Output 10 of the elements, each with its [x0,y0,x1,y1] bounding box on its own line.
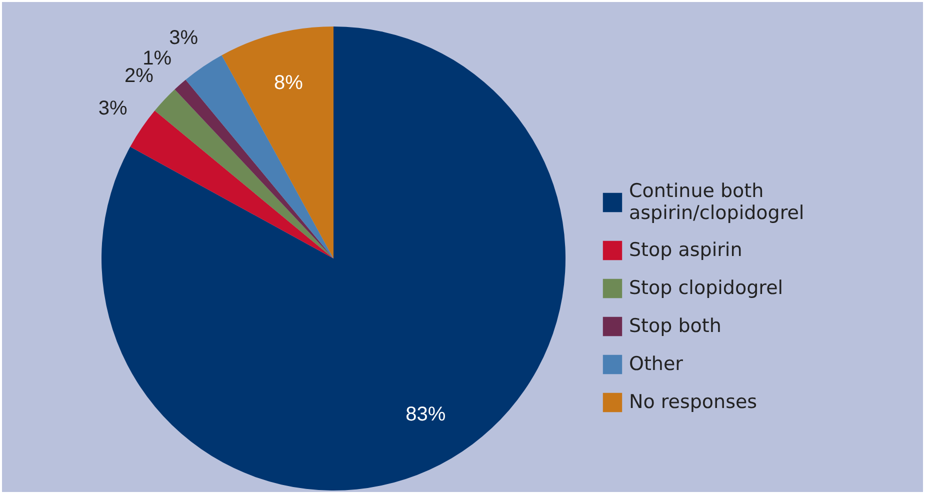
data-label: 3% [169,26,198,49]
legend-label: Stop both [629,315,722,337]
data-label: 3% [98,98,128,120]
data-label: 83% [406,403,446,426]
legend-label: Continue both aspirin/clopidogrel [629,180,804,224]
legend-label: No responses [629,391,758,413]
data-label: 8% [274,72,304,94]
legend-label: Stop clopidogrel [629,277,784,299]
legend-label: Stop aspirin [629,239,742,261]
legend-label: Other [629,353,683,375]
